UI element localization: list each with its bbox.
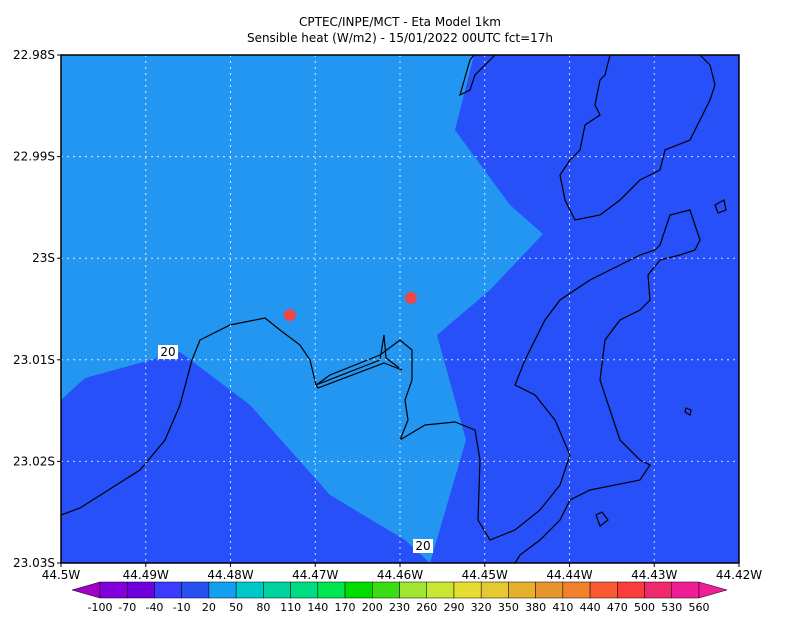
colorbar-label: 500 (634, 601, 655, 614)
x-tick-label: 44.42W (716, 568, 762, 582)
colorbar-label: 200 (362, 601, 383, 614)
colorbar-box (644, 581, 673, 599)
colorbar-label: 80 (256, 601, 270, 614)
title: Sensible heat (W/m2) - 15/01/2022 00UTC … (247, 31, 553, 45)
colorbar-label: 320 (471, 601, 492, 614)
colorbar-label: 50 (229, 601, 243, 614)
colorbar-box (562, 581, 591, 599)
pier (315, 334, 403, 389)
colorbar-box (589, 581, 618, 599)
colorbar-box (181, 581, 210, 599)
colorbar-label: 380 (525, 601, 546, 614)
y-tick-label: 23S (32, 251, 55, 265)
coastline (61, 209, 701, 563)
y-tick-label: 22.98S (13, 48, 55, 62)
colorbar-box (126, 581, 155, 599)
colorbar-label: -70 (118, 601, 136, 614)
colorbar-label: 170 (335, 601, 356, 614)
x-tick-label: 44.49W (123, 568, 169, 582)
island (595, 199, 727, 527)
x-tick-label: 44.43W (631, 568, 677, 582)
colorbar-box (535, 581, 564, 599)
contour-label: 20 (415, 539, 430, 553)
contour-label-box (158, 345, 178, 359)
point (283, 309, 296, 322)
colorbar-label: 560 (689, 601, 710, 614)
x-tick-label: 44.45W (462, 568, 508, 582)
colorbar-label: 470 (607, 601, 628, 614)
colorbar-box (263, 581, 291, 599)
colorbar-label: 530 (661, 601, 682, 614)
y-tick-label: 22.99S (13, 150, 55, 164)
field-high (61, 55, 543, 563)
colorbar-box (372, 581, 400, 599)
colorbar-label: 350 (498, 601, 519, 614)
x-tick-label: 44.47W (292, 568, 338, 582)
colorbar-box (453, 581, 482, 599)
y-tick-label: 23.03S (13, 556, 55, 570)
colorbar-box (671, 581, 700, 599)
colorbar-label: 20 (202, 601, 216, 614)
colorbar-label: -10 (173, 601, 191, 614)
colorbar-box (154, 581, 182, 599)
x-tick-label: 44.5W (42, 568, 81, 582)
colorbar-box (480, 581, 509, 599)
colorbar-end (698, 581, 728, 599)
y-tick-label: 23.02S (13, 454, 55, 468)
colorbar-box (399, 581, 427, 599)
colorbar-label: 140 (307, 601, 328, 614)
colorbar-box (508, 581, 536, 599)
colorbar-box (344, 581, 373, 599)
colorbar-box (208, 581, 237, 599)
colorbar-box (426, 581, 455, 599)
colorbar-box (99, 581, 128, 599)
colorbar-label: 230 (389, 601, 410, 614)
colorbar-label: 410 (552, 601, 573, 614)
x-tick-label: 44.46W (377, 568, 423, 582)
colorbar-label: 110 (280, 601, 301, 614)
colorbar-box (235, 581, 264, 599)
colorbar-label: -40 (145, 601, 163, 614)
colorbar-box (317, 581, 346, 599)
contour-label: 20 (160, 345, 175, 359)
colorbar-box (617, 581, 645, 599)
colorbar-box (290, 581, 319, 599)
x-tick-label: 44.44W (546, 568, 592, 582)
colorbar-label: -100 (88, 601, 113, 614)
colorbar-label: 260 (416, 601, 437, 614)
title: CPTEC/INPE/MCT - Eta Model 1km (299, 15, 501, 29)
x-tick-label: 44.48W (207, 568, 253, 582)
colorbar-label: 290 (443, 601, 464, 614)
point (405, 291, 418, 304)
coastline (459, 55, 496, 97)
coastline (559, 55, 716, 221)
y-tick-label: 23.01S (13, 353, 55, 367)
colorbar-label: 440 (580, 601, 601, 614)
contour-label-box (413, 539, 433, 553)
